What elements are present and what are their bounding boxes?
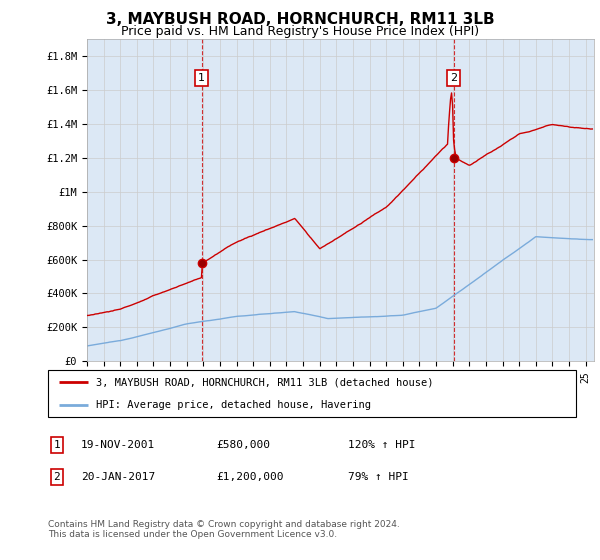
Text: 120% ↑ HPI: 120% ↑ HPI xyxy=(348,440,415,450)
FancyBboxPatch shape xyxy=(48,370,576,417)
Text: 20-JAN-2017: 20-JAN-2017 xyxy=(81,472,155,482)
Text: Contains HM Land Registry data © Crown copyright and database right 2024.
This d: Contains HM Land Registry data © Crown c… xyxy=(48,520,400,539)
Text: £1,200,000: £1,200,000 xyxy=(216,472,284,482)
Text: 79% ↑ HPI: 79% ↑ HPI xyxy=(348,472,409,482)
Text: £580,000: £580,000 xyxy=(216,440,270,450)
Text: 3, MAYBUSH ROAD, HORNCHURCH, RM11 3LB: 3, MAYBUSH ROAD, HORNCHURCH, RM11 3LB xyxy=(106,12,494,27)
Text: 2: 2 xyxy=(53,472,61,482)
Text: 19-NOV-2001: 19-NOV-2001 xyxy=(81,440,155,450)
Text: 1: 1 xyxy=(53,440,61,450)
Text: 3, MAYBUSH ROAD, HORNCHURCH, RM11 3LB (detached house): 3, MAYBUSH ROAD, HORNCHURCH, RM11 3LB (d… xyxy=(95,377,433,388)
Text: 2: 2 xyxy=(450,73,457,83)
Text: Price paid vs. HM Land Registry's House Price Index (HPI): Price paid vs. HM Land Registry's House … xyxy=(121,25,479,38)
Text: 1: 1 xyxy=(198,73,205,83)
Text: HPI: Average price, detached house, Havering: HPI: Average price, detached house, Have… xyxy=(95,400,371,410)
